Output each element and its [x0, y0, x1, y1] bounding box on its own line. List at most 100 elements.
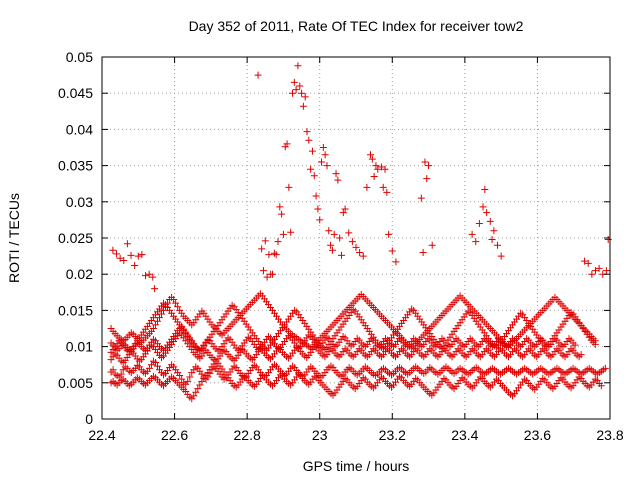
- data-point: [272, 251, 280, 259]
- data-point: [158, 310, 166, 318]
- data-point: [285, 183, 293, 191]
- data-point: [604, 235, 612, 243]
- data-point: [425, 162, 433, 170]
- data-point: [392, 258, 400, 266]
- data-point: [345, 229, 353, 237]
- data-point: [339, 209, 347, 217]
- data-point: [270, 249, 278, 257]
- data-point: [312, 192, 320, 200]
- data-point: [423, 175, 431, 183]
- data-point: [367, 151, 375, 159]
- data-point: [281, 143, 289, 151]
- y-tick-label: 0.01: [66, 339, 93, 355]
- data-point: [325, 227, 333, 235]
- data-point: [145, 270, 153, 278]
- data-point: [298, 89, 306, 97]
- data-point: [483, 209, 491, 217]
- data-point: [332, 170, 340, 178]
- data-point: [327, 241, 335, 249]
- data-point: [127, 251, 135, 259]
- data-point: [385, 230, 393, 238]
- data-point: [117, 370, 125, 378]
- data-point: [160, 306, 168, 314]
- data-point: [265, 251, 273, 259]
- data-point: [303, 128, 311, 136]
- data-point: [602, 267, 610, 275]
- data-point: [334, 176, 342, 184]
- x-axis-title: GPS time / hours: [303, 458, 410, 474]
- data-point: [190, 392, 198, 400]
- data-point: [490, 227, 498, 235]
- data-point: [370, 172, 378, 180]
- data-point: [259, 267, 267, 275]
- data-point: [377, 163, 385, 171]
- data-point: [149, 273, 157, 281]
- x-tick-label: 23.2: [379, 427, 406, 443]
- data-point: [184, 377, 192, 385]
- data-point: [113, 250, 121, 258]
- data-point: [337, 251, 345, 259]
- data-point: [170, 296, 178, 304]
- y-axis-title: ROTI / TECUs: [6, 193, 22, 283]
- data-point: [296, 82, 304, 90]
- data-point: [468, 230, 476, 238]
- data-point: [287, 228, 295, 236]
- x-tick-label: 23.6: [524, 427, 551, 443]
- data-point: [116, 254, 124, 262]
- data-point: [314, 205, 322, 213]
- data-point: [356, 248, 364, 256]
- data-point: [601, 364, 609, 372]
- data-point: [588, 270, 596, 278]
- data-point: [486, 217, 494, 225]
- data-point: [254, 71, 262, 79]
- axis-ticks: [101, 56, 611, 420]
- data-point: [261, 237, 269, 245]
- data-point: [372, 162, 380, 170]
- y-tick-label: 0.02: [66, 266, 93, 282]
- data-point: [153, 317, 161, 325]
- data-point: [319, 144, 327, 151]
- data-point: [194, 385, 202, 393]
- data-point: [571, 341, 579, 349]
- data-point: [276, 203, 284, 211]
- data-point: [348, 238, 356, 246]
- data-point: [336, 234, 344, 242]
- data-point: [131, 262, 139, 270]
- grid-lines: [102, 57, 610, 419]
- data-point: [279, 230, 287, 238]
- y-tick-label: 0.005: [58, 375, 93, 391]
- data-point: [178, 375, 186, 383]
- x-tick-labels: 22.4 22.6 22.8 23 23.2 23.4 23.6 23.8: [88, 427, 623, 443]
- data-point: [581, 257, 589, 265]
- chart-title: Day 352 of 2011, Rate Of TEC Index for r…: [189, 18, 524, 34]
- x-tick-label: 22.4: [88, 427, 115, 443]
- data-point: [283, 140, 291, 148]
- data-point: [584, 259, 592, 267]
- data-point: [299, 102, 307, 110]
- data-point: [379, 183, 387, 191]
- data-point: [186, 373, 194, 381]
- data-point: [149, 325, 157, 332]
- data-point: [138, 251, 146, 259]
- data-point: [388, 247, 396, 255]
- y-tick-label: 0.025: [58, 230, 93, 246]
- data-point: [192, 388, 200, 396]
- data-point: [481, 185, 489, 193]
- data-point: [475, 220, 483, 228]
- y-tick-labels: 0 0.005 0.01 0.015 0.02 0.025 0.03 0.035 0.04 0.0…: [58, 49, 93, 427]
- data-point: [577, 351, 585, 359]
- data-point: [134, 252, 142, 260]
- data-point: [318, 158, 326, 166]
- data-point: [472, 238, 480, 246]
- data-point: [359, 252, 367, 260]
- y-tick-label: 0.035: [58, 158, 93, 174]
- data-point: [417, 194, 425, 202]
- data-point: [153, 362, 161, 370]
- data-point: [368, 155, 376, 163]
- data-point: [155, 314, 163, 322]
- data-point: [323, 162, 331, 170]
- data-point: [591, 340, 599, 348]
- data-point: [419, 248, 427, 256]
- data-point: [341, 205, 349, 213]
- data-point: [172, 299, 180, 307]
